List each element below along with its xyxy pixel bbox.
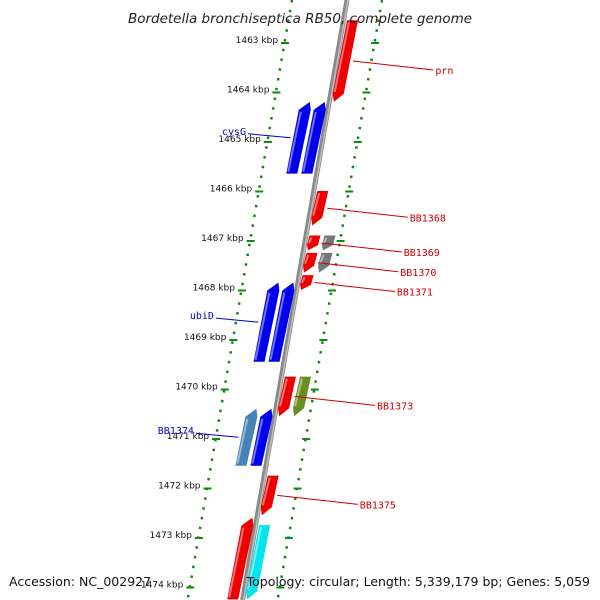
kbp-tick-label: 1469 kbp (184, 333, 227, 343)
gene-sheen-BB1371 (301, 276, 306, 284)
gene-sheen-BB1370 (304, 254, 310, 265)
gene-sheen-BB1373-o (294, 378, 303, 407)
gene-label-ubiD-a: ubiD (190, 311, 214, 322)
kbp-tick-label: 1470 kbp (175, 383, 218, 393)
gene-sheen-BB1368 (312, 192, 321, 216)
gene-BB1370-g (318, 252, 333, 273)
label-leader-cysG-a (247, 133, 291, 139)
gene-cysG-a (286, 101, 311, 174)
gene-sheen-BB1369-g (323, 237, 328, 244)
gene-BB1371 (300, 275, 314, 290)
gene-BB1369 (306, 235, 321, 251)
label-leader-BB1368 (327, 207, 408, 218)
gene-sheen-BB1370-g (319, 254, 325, 265)
gene-sheen-BB1369 (308, 237, 313, 244)
gene-label-BB1371: BB1371 (397, 288, 433, 299)
kbp-ticks: 1463 kbp 1464 kbp 1465 kbp 1466 kbp 1467 kbp… (141, 36, 380, 591)
gene-label-BB1369: BB1369 (404, 248, 440, 259)
label-leader-BB1369 (321, 242, 402, 253)
gene-features (227, 20, 358, 600)
gene-tail-cyan (246, 525, 271, 600)
gene-sheen-prn (333, 22, 350, 93)
label-leader-BB1373 (294, 395, 376, 406)
gene-BB1373 (278, 376, 296, 417)
gene-BB1374-a (235, 408, 258, 466)
gene-sheen-BB1374-b (251, 418, 264, 464)
label-leader-BB1370 (317, 262, 399, 273)
kbp-tick-label: 1473 kbp (150, 531, 193, 541)
gene-label-BB1368: BB1368 (410, 213, 446, 224)
label-leader-BB1375 (277, 494, 358, 505)
kbp-tick-label: 1467 kbp (201, 234, 244, 244)
label-leader-BB1371 (314, 282, 395, 293)
label-leader-BB1374-a (195, 432, 239, 438)
kbp-tick-label: 1464 kbp (227, 86, 270, 96)
gene-sheen-BB1375 (261, 477, 271, 506)
gene-label-BB1373: BB1373 (377, 401, 413, 412)
gene-BB1373-o (293, 376, 311, 417)
gene-label-BB1374-a: BB1374 (158, 426, 194, 437)
gene-BB1368 (311, 190, 329, 226)
kbp-tick-label: 1474 kbp (141, 581, 184, 591)
gene-sheen-BB1373 (279, 378, 288, 407)
gene-label-BB1375: BB1375 (360, 500, 396, 511)
gene-sheen-cysG-b (302, 111, 317, 172)
gene-label-prn: prn (435, 66, 453, 77)
gene-label-BB1370: BB1370 (400, 268, 436, 279)
kbp-tick-label: 1463 kbp (236, 36, 279, 46)
gene-label-cysG-a: cysG (222, 127, 246, 138)
gene-BB1369-g (321, 235, 336, 251)
gene-sheen-cysG-a (287, 111, 302, 172)
gene-sheen-ubiD-a (254, 292, 271, 360)
backbone-highlight (242, 0, 349, 600)
kbp-tick-label: 1471 kbp (167, 432, 210, 442)
gene-BB1375 (260, 475, 279, 516)
sequence-backbone (240, 0, 350, 600)
accession-text: Accession: NC_002927 (9, 574, 151, 589)
gene-prn (332, 20, 358, 102)
kbp-tick-label: 1466 kbp (210, 185, 253, 195)
kbp-tick-label: 1465 kbp (218, 135, 261, 145)
label-leader-prn (352, 60, 434, 71)
gene-BB1374-b (250, 408, 273, 466)
gene-sheen-BB1374-a (236, 418, 249, 464)
gene-labels: prn cysG BB1368 BB1369 BB1370 BB1371 ubiD BB137… (158, 60, 453, 511)
gene-sheen-tail-cyan (247, 526, 263, 590)
gene-BB1370 (303, 252, 318, 273)
backbone-line (240, 0, 350, 600)
map-title: Bordetella bronchiseptica RB50, complete… (128, 11, 472, 27)
gene-ubiD-b (268, 282, 295, 362)
kbp-tick-label: 1468 kbp (193, 284, 236, 294)
gene-sheen-ubiD-b (269, 292, 286, 360)
gene-ubiD-a (253, 282, 280, 362)
gene-sheen-tail-red (228, 527, 245, 598)
gene-tail-red (227, 517, 254, 600)
kbp-tick-label: 1472 kbp (158, 482, 201, 492)
topology-text: Topology: circular; Length: 5,339,179 bp… (246, 574, 590, 589)
label-leader-ubiD-a (215, 317, 259, 323)
gene-cysG-b (301, 101, 326, 174)
